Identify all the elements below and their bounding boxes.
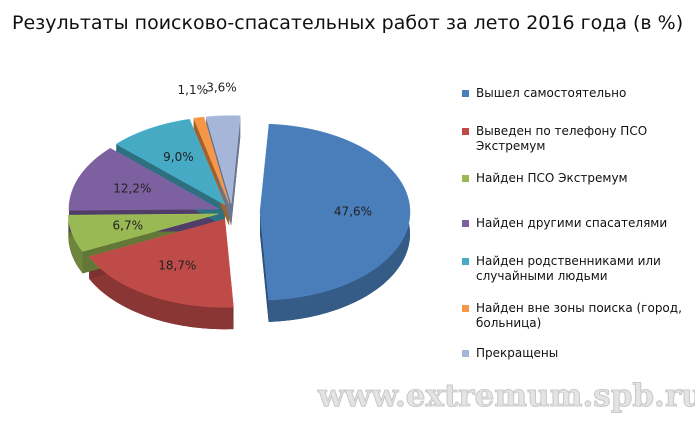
data-label: 18,7% xyxy=(158,259,196,273)
legend-swatch xyxy=(462,220,469,227)
chart-title: Результаты поисково-спасательных работ з… xyxy=(12,12,684,34)
legend-swatch xyxy=(462,175,469,182)
pie-labels: 47,6% 18,7% 6,7% 12,2% 9,0% 1,1%3,6% xyxy=(113,81,373,273)
legend-item: Вышел самостоятельно xyxy=(462,86,626,101)
slice-side xyxy=(231,115,241,226)
data-label: 47,6% xyxy=(334,205,372,219)
legend-label: Прекращены xyxy=(476,346,559,360)
slice xyxy=(259,123,411,301)
legend-swatch xyxy=(462,305,469,312)
legend-item: Найден вне зоны поиска (город, больница) xyxy=(462,301,690,331)
legend-item: Выведен по телефону ПСО Экстремум xyxy=(462,124,690,154)
legend-swatch xyxy=(462,128,469,135)
legend-swatch xyxy=(462,350,469,357)
pie-tops xyxy=(68,115,411,308)
slice-side xyxy=(68,215,83,274)
slice xyxy=(68,213,219,252)
slice xyxy=(68,147,220,211)
slice xyxy=(88,218,234,308)
slice xyxy=(193,116,230,204)
legend-swatch xyxy=(462,90,469,97)
legend-item: Найден родственниками или случайными люд… xyxy=(462,254,690,284)
data-label: 3,6% xyxy=(206,81,237,95)
data-label: 12,2% xyxy=(113,182,151,196)
legend-label: Найден другими спасателями xyxy=(476,216,668,230)
slice xyxy=(115,118,226,206)
slice-side xyxy=(89,256,234,330)
legend-item: Прекращены xyxy=(462,346,558,361)
legend-label: Вышел самостоятельно xyxy=(476,86,627,100)
legend-item: Найден другими спасателями xyxy=(462,216,667,231)
legend-label: Найден вне зоны поиска (город, больница) xyxy=(476,301,682,330)
legend-item: Найден ПСО Экстремум xyxy=(462,171,628,186)
legend-label: Выведен по телефону ПСО Экстремум xyxy=(476,124,648,153)
legend-label: Найден ПСО Экстремум xyxy=(476,171,628,185)
data-label: 6,7% xyxy=(113,219,144,233)
watermark: www.extremum.spb.ru xyxy=(318,378,695,415)
slice xyxy=(205,115,241,204)
slice-side xyxy=(259,212,269,322)
data-label: 9,0% xyxy=(163,150,194,164)
data-label: 1,1% xyxy=(178,83,209,97)
legend-swatch xyxy=(462,258,469,265)
legend-label: Найден родственниками или случайными люд… xyxy=(476,254,661,283)
